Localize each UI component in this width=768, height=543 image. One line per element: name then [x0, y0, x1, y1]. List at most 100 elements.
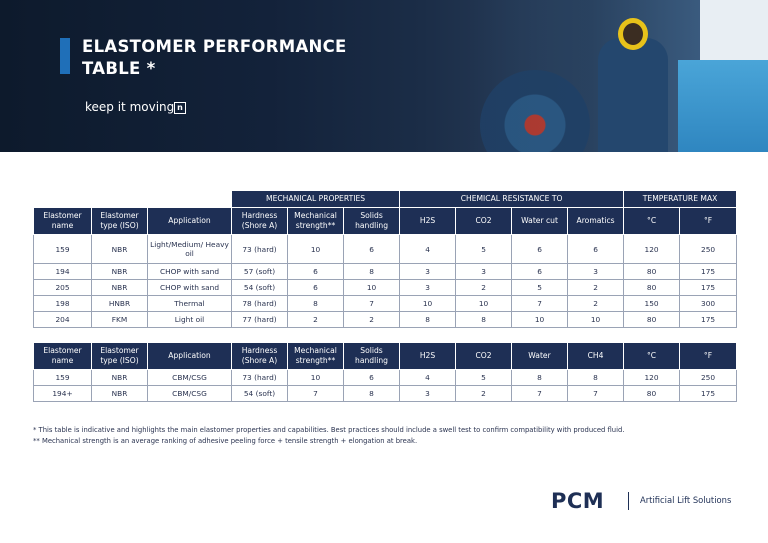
title-accent-bar — [60, 38, 70, 74]
column-header-h2s: H2S — [399, 207, 457, 235]
cell-f: 250 — [679, 369, 737, 386]
cell-h2s: 3 — [399, 263, 457, 280]
cell-hardness: 57 (soft) — [231, 263, 289, 280]
cell-name: 194 — [33, 263, 92, 280]
footnotes: * This table is indicative and highlight… — [33, 425, 743, 447]
page-title-line1: ELASTOMER PERFORMANCE — [82, 37, 347, 56]
cell-name: 159 — [33, 234, 92, 264]
tagline-logo-icon: n — [174, 102, 186, 114]
cell-mechanical: 6 — [287, 279, 345, 296]
cell-c: 80 — [623, 385, 680, 402]
worker-image — [598, 38, 668, 152]
cell-application: Thermal — [146, 295, 233, 312]
cell-mechanical: 8 — [287, 295, 345, 312]
cell-solids: 2 — [343, 311, 401, 328]
cell-mechanical: 7 — [287, 385, 344, 402]
cell-application: CBM/CSG — [147, 385, 232, 402]
column-header-mechanical: Mechanical strength** — [287, 207, 345, 235]
column-header-water: Water cut — [511, 207, 569, 235]
cell-mechanical: 2 — [287, 311, 345, 328]
logo-divider — [628, 492, 629, 510]
table-row: 204 FKM Light oil 77 (hard) 2 2 8 8 10 10 80 175 — [33, 311, 738, 328]
cell-c: 80 — [623, 263, 681, 280]
cell-h2s: 3 — [399, 385, 456, 402]
cell-hardness: 78 (hard) — [231, 295, 289, 312]
column-header-solids: Solids handling — [343, 342, 400, 370]
cell-h2s: 10 — [399, 295, 457, 312]
group-mechanical-properties: MECHANICAL PROPERTIES — [231, 190, 401, 208]
cell-solids: 10 — [343, 279, 401, 296]
cell-application: CHOP with sand — [146, 263, 233, 280]
cell-solids: 6 — [343, 234, 401, 264]
table-row: 159 NBR Light/Medium/ Heavy oil 73 (hard) 10… — [33, 234, 738, 264]
cell-hardness: 54 (soft) — [231, 385, 288, 402]
cell-c: 80 — [623, 311, 681, 328]
pcm-logo: PCM — [551, 489, 605, 513]
table-header-row: Elastomer name Elastomer type (ISO) Applic… — [33, 207, 738, 235]
cell-f: 175 — [679, 385, 737, 402]
cell-other: 3 — [567, 263, 625, 280]
column-header-type: Elastomer type (ISO) — [91, 207, 148, 235]
cell-mechanical: 6 — [287, 263, 345, 280]
column-header-other: CH4 — [567, 342, 624, 370]
footnote-1: * This table is indicative and highlight… — [33, 426, 625, 434]
table-row: 159 NBR CBM/CSG 73 (hard) 10 6 4 5 8 8 120 250 — [33, 369, 737, 386]
cell-co2: 5 — [455, 234, 513, 264]
cell-name: 205 — [33, 279, 92, 296]
cell-co2: 3 — [455, 263, 513, 280]
cell-solids: 8 — [343, 385, 400, 402]
cell-f: 175 — [679, 279, 738, 296]
cell-application: CBM/CSG — [147, 369, 232, 386]
cell-other: 7 — [567, 385, 624, 402]
cell-water: 5 — [511, 279, 569, 296]
column-header-mechanical: Mechanical strength** — [287, 342, 344, 370]
cell-water: 8 — [511, 369, 568, 386]
footnote-2: ** Mechanical strength is an average ran… — [33, 437, 418, 445]
column-header-hardness: Hardness (Shore A) — [231, 342, 288, 370]
column-header-other: Aromatics — [567, 207, 625, 235]
cell-solids: 6 — [343, 369, 400, 386]
group-temperature-max: TEMPERATURE MAX — [623, 190, 738, 208]
cell-water: 6 — [511, 234, 569, 264]
cell-c: 120 — [623, 369, 680, 386]
cell-type: HNBR — [91, 295, 148, 312]
cell-mechanical: 10 — [287, 369, 344, 386]
column-header-hardness: Hardness (Shore A) — [231, 207, 289, 235]
cell-co2: 2 — [455, 385, 512, 402]
column-header-application: Application — [146, 207, 233, 235]
cell-c: 150 — [623, 295, 681, 312]
cell-solids: 8 — [343, 263, 401, 280]
column-header-name: Elastomer name — [33, 207, 92, 235]
cell-h2s: 3 — [399, 279, 457, 296]
cell-hardness: 73 (hard) — [231, 369, 288, 386]
cell-other: 8 — [567, 369, 624, 386]
cell-water: 10 — [511, 311, 569, 328]
tagline: keep it moving — [85, 100, 175, 114]
page-title: ELASTOMER PERFORMANCE TABLE * — [82, 36, 382, 80]
table-row: 194+ NBR CBM/CSG 54 (soft) 7 8 3 2 7 7 80 175 — [33, 385, 737, 402]
cell-name: 198 — [33, 295, 92, 312]
table-row: 205 NBR CHOP with sand 54 (soft) 6 10 3 2 5 2 80 17… — [33, 279, 738, 296]
cell-mechanical: 10 — [287, 234, 345, 264]
cell-f: 250 — [679, 234, 738, 264]
cell-name: 194+ — [33, 385, 92, 402]
column-header-water: Water — [511, 342, 568, 370]
column-header-f: °F — [679, 342, 737, 370]
cell-f: 300 — [679, 295, 738, 312]
cell-h2s: 4 — [399, 234, 457, 264]
column-header-name: Elastomer name — [33, 342, 92, 370]
column-header-application: Application — [147, 342, 232, 370]
cell-hardness: 54 (soft) — [231, 279, 289, 296]
column-header-f: °F — [679, 207, 738, 235]
cell-name: 159 — [33, 369, 92, 386]
cell-co2: 10 — [455, 295, 513, 312]
table-body: 159 NBR CBM/CSG 73 (hard) 10 6 4 5 8 8 120 250 194+ N… — [33, 369, 737, 402]
column-header-type: Elastomer type (ISO) — [91, 342, 148, 370]
cell-type: NBR — [91, 279, 148, 296]
cell-other: 2 — [567, 295, 625, 312]
cell-hardness: 73 (hard) — [231, 234, 289, 264]
logo-tagline: Artificial Lift Solutions — [640, 495, 732, 505]
table-header-row: Elastomer name Elastomer type (ISO) Applic… — [33, 342, 737, 370]
column-header-co2: CO2 — [455, 342, 512, 370]
column-header-c: °C — [623, 342, 680, 370]
